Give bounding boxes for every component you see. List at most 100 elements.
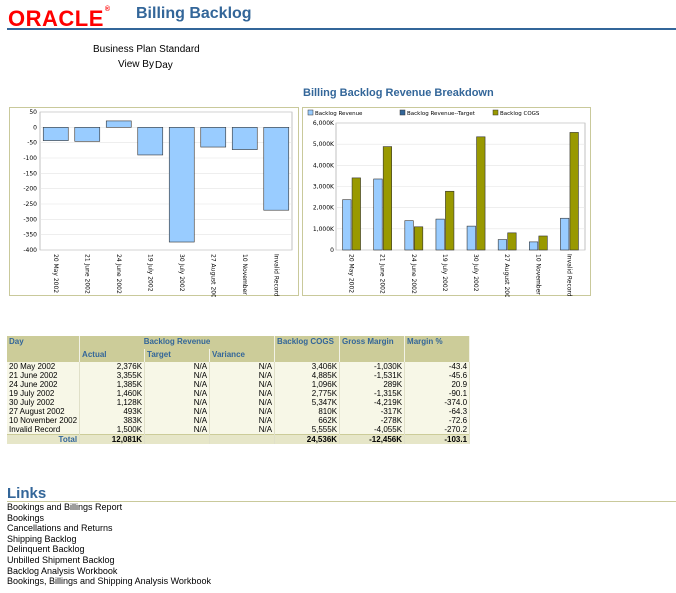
links-heading: Links	[7, 485, 47, 502]
cell-actual: 493K	[79, 407, 146, 416]
table-row: 24 June 2002 1,385K N/A N/A 1,096K 289K 20.9	[7, 380, 471, 389]
link-item[interactable]: Bookings, Billings and Shipping Analysis…	[7, 576, 211, 587]
cell-day[interactable]: 10 November 2002	[7, 416, 81, 425]
table-row: 20 May 2002 2,376K N/A N/A 3,406K -1,030K -43.…	[7, 362, 471, 371]
link-item[interactable]: Bookings	[7, 512, 45, 523]
x-tick-label: 21 June 2002	[83, 254, 90, 294]
page-header: ORACLE® Billing Backlog	[0, 0, 676, 32]
link-item[interactable]: Shipping Backlog	[7, 533, 77, 544]
cell-day[interactable]: 24 June 2002	[7, 380, 81, 389]
col-header-gross-margin: Gross Margin	[339, 336, 406, 362]
cell-margin-pct: -103.1	[404, 434, 471, 444]
bar	[137, 127, 164, 156]
y-tick-label: -200	[23, 186, 37, 193]
cell-actual: 1,385K	[79, 380, 146, 389]
cell-variance: N/A	[209, 380, 276, 389]
table-row: 21 June 2002 3,355K N/A N/A 4,885K -1,531K -45…	[7, 371, 471, 380]
bar-revenue	[529, 241, 539, 251]
cell-variance: N/A	[209, 416, 276, 425]
backlog-table: Day Backlog Revenue Backlog COGS Gross M…	[7, 336, 471, 444]
cell-margin-pct: 20.9	[404, 380, 471, 389]
bar-revenue	[560, 217, 570, 251]
cell-variance: N/A	[209, 371, 276, 380]
legend-label: Backlog COGS	[500, 111, 540, 117]
x-tick-label: Invalid Record	[272, 254, 279, 297]
cell-gross-margin: -4,219K	[339, 398, 406, 407]
cell-variance: N/A	[209, 389, 276, 398]
y-tick-label: 6,000K	[313, 120, 335, 127]
links-divider	[7, 501, 676, 502]
cell-margin-pct: -374.0	[404, 398, 471, 407]
bar	[105, 120, 132, 128]
link-item[interactable]: Unbilled Shipment Backlog	[7, 554, 115, 565]
legend-label: Backlog Revenue--Target	[407, 111, 476, 117]
cell-margin-pct: -90.1	[404, 389, 471, 398]
col-header-backlog-cogs: Backlog COGS	[274, 336, 341, 362]
legend-label: Backlog Revenue	[315, 111, 363, 117]
col-header-variance: Variance	[209, 349, 276, 362]
margin-chart-svg: 50 0 -50 -100 -150 -200 -250 -300 -350 -400 20 May…	[23, 109, 293, 297]
x-tick-label: 30 July 2002	[178, 254, 185, 292]
x-tick-label: 19 July 2002	[441, 254, 448, 292]
cell-cogs: 5,555K	[274, 425, 341, 435]
link-item[interactable]: Cancellations and Returns	[7, 523, 113, 534]
cell-day[interactable]: 19 July 2002	[7, 389, 81, 398]
cell-cogs: 3,406K	[274, 362, 341, 371]
y-tick-label: -350	[23, 232, 37, 239]
cell-target: N/A	[144, 416, 211, 425]
link-item[interactable]: Bookings and Billings Report	[7, 502, 123, 512]
y-tick-label: 5,000K	[313, 141, 335, 148]
cell-gross-margin: -4,055K	[339, 425, 406, 435]
y-tick-label: 1,000K	[313, 226, 335, 233]
cell-cogs: 662K	[274, 416, 341, 425]
cell-day[interactable]: 27 August 2002	[7, 407, 81, 416]
table-row: 19 July 2002 1,460K N/A N/A 2,775K -1,315K -90…	[7, 389, 471, 398]
cell-target: N/A	[144, 398, 211, 407]
cell-day[interactable]: 30 July 2002	[7, 398, 81, 407]
x-tick-label: 27 August 2002	[503, 254, 510, 297]
bar	[42, 127, 69, 141]
link-item[interactable]: Delinquent Backlog	[7, 544, 85, 555]
x-tick-label: Invalid Record	[565, 254, 572, 297]
links-list: Bookings and Billings Report Bookings Canc…	[7, 502, 211, 587]
bar-revenue	[497, 239, 507, 251]
col-header-backlog-revenue: Backlog Revenue	[79, 336, 276, 349]
bar-cogs	[351, 177, 361, 251]
cell-actual: 12,081K	[79, 434, 146, 444]
x-tick-label: 10 November 2002	[241, 254, 248, 297]
cell-day[interactable]: Invalid Record	[7, 425, 81, 435]
bar-cogs	[507, 232, 517, 251]
cell-day[interactable]: 21 June 2002	[7, 371, 81, 380]
revenue-breakdown-chart-svg: Backlog Revenue Backlog Revenue--Target Ba…	[307, 109, 586, 297]
y-tick-label: 0	[330, 247, 334, 254]
cell-margin-pct: -72.6	[404, 416, 471, 425]
cell-actual: 3,355K	[79, 371, 146, 380]
col-header-actual: Actual	[79, 349, 146, 362]
cell-target: N/A	[144, 407, 211, 416]
y-tick-label: -100	[23, 155, 37, 162]
bar	[200, 127, 227, 148]
header-divider	[7, 28, 676, 30]
page-title: Billing Backlog	[136, 5, 252, 22]
bar-cogs	[382, 146, 392, 251]
bar-cogs	[445, 190, 455, 251]
x-tick-label: 24 June 2002	[410, 254, 417, 294]
cell-actual: 383K	[79, 416, 146, 425]
cell-target: N/A	[144, 380, 211, 389]
cell-margin-pct: -64.3	[404, 407, 471, 416]
legend-swatch	[399, 109, 406, 116]
view-by-value[interactable]: Day	[155, 60, 173, 71]
cell-gross-margin: -317K	[339, 407, 406, 416]
view-by-label: View By	[118, 59, 154, 70]
margin-chart: 50 0 -50 -100 -150 -200 -250 -300 -350 -400 20 May…	[9, 107, 299, 297]
cell-gross-margin: 289K	[339, 380, 406, 389]
cell-margin-pct: -45.6	[404, 371, 471, 380]
cell-variance: N/A	[209, 407, 276, 416]
cell-gross-margin: -12,456K	[339, 434, 406, 444]
cell-day[interactable]: 20 May 2002	[7, 362, 81, 371]
cell-actual: 1,500K	[79, 425, 146, 435]
oracle-logo: ORACLE®	[8, 6, 111, 31]
col-header-day: Day	[7, 336, 81, 362]
link-item[interactable]: Backlog Analysis Workbook	[7, 565, 118, 576]
y-tick-label: -400	[23, 247, 37, 254]
